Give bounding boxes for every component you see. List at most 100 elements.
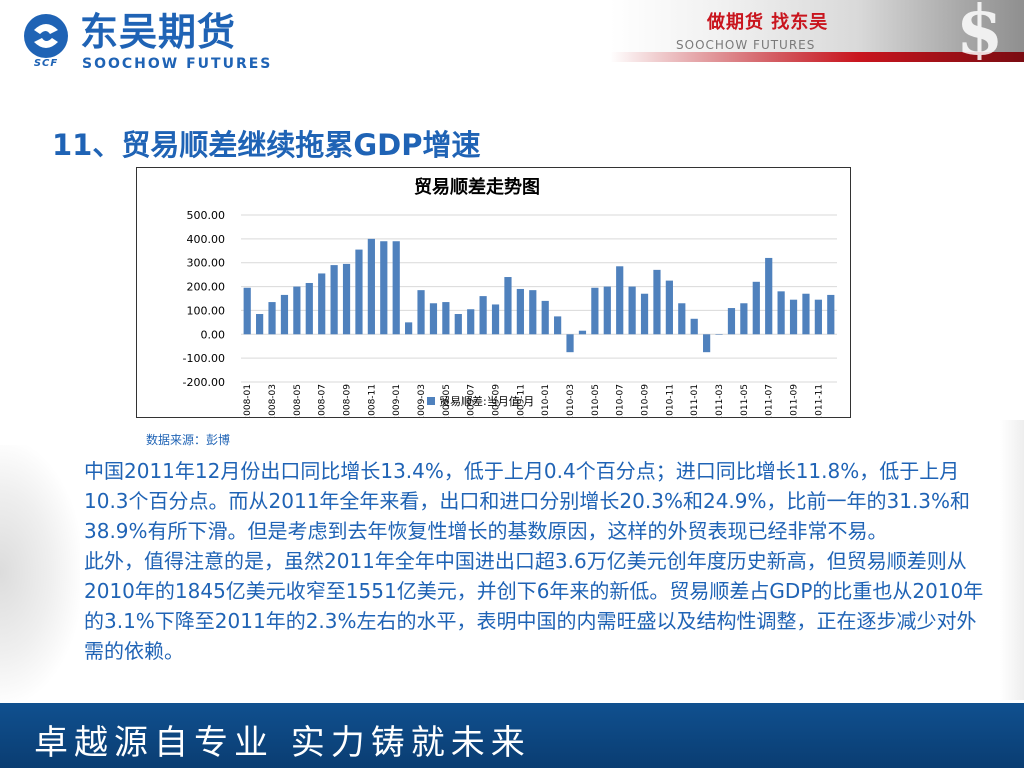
bar-2009-03 <box>417 290 425 335</box>
bar-2011-07 <box>765 257 773 335</box>
bar-2008-10 <box>355 249 363 335</box>
bar-2008-04 <box>280 294 289 335</box>
x-tick-label: 2008-11 <box>367 384 377 417</box>
x-tick-label: 2011-01 <box>690 384 700 417</box>
soochow-logo-icon <box>24 14 68 58</box>
bar-2008-06 <box>305 282 313 335</box>
header-banner <box>610 0 1024 62</box>
y-tick-label: -100.00 <box>183 352 225 365</box>
x-tick-label: 2011-07 <box>765 384 775 417</box>
legend-swatch <box>427 397 435 405</box>
bar-2008-07 <box>318 273 326 335</box>
bar-2009-04 <box>429 303 438 335</box>
bar-2010-11 <box>665 280 673 335</box>
bar-2009-01 <box>392 241 400 335</box>
bar-2009-07 <box>467 309 475 335</box>
x-tick-label: 2009-07 <box>467 384 477 417</box>
y-tick-label: 0.00 <box>201 328 226 341</box>
x-tick-label: 2010-05 <box>591 384 601 417</box>
logo-text-en: SOOCHOW FUTURES <box>82 56 273 72</box>
currency-symbol-icon: $ <box>956 0 1003 60</box>
bar-2010-10 <box>653 269 661 335</box>
bar-2008-02 <box>256 314 264 335</box>
banner-slogan: 做期货 找东吴 <box>707 12 829 33</box>
x-tick-label: 2009-05 <box>442 384 452 417</box>
bar-2008-11 <box>367 238 375 335</box>
bar-2010-07 <box>616 266 624 335</box>
bar-2009-02 <box>405 322 413 335</box>
banner-text-en: SOOCHOW FUTURES <box>676 38 816 52</box>
bar-2009-11 <box>516 288 524 335</box>
bar-2011-10 <box>802 293 810 335</box>
bar-2011-04 <box>727 308 736 335</box>
trade-surplus-chart: 贸易顺差走势图 500.00 400.00 300.00 200.00 100.00 0.… <box>136 167 851 418</box>
x-tick-label: 2011-11 <box>814 384 824 417</box>
svg-text:$: $ <box>956 0 1003 60</box>
bar-2008-12 <box>380 241 388 335</box>
x-tick-label: 2010-11 <box>665 384 675 417</box>
bar-2008-01 <box>243 287 251 335</box>
y-tick-label: 200.00 <box>187 281 226 294</box>
bar-2009-09 <box>491 304 500 335</box>
x-tick-label: 2010-09 <box>641 384 651 417</box>
decorative-background-left <box>0 445 80 700</box>
footer-slogan: 卓越源自专业 实力铸就未来 <box>34 723 531 763</box>
bar-2011-08 <box>777 291 785 335</box>
chart-title: 贸易顺差走势图 <box>414 176 540 198</box>
x-tick-label: 2010-03 <box>566 384 576 417</box>
bar-2011-03 <box>715 334 723 335</box>
bar-2010-04 <box>578 330 587 335</box>
header-banner-stripe <box>610 52 1024 62</box>
logo-text-cn: 东吴期货 <box>80 10 237 54</box>
x-tick-label: 2010-01 <box>541 384 551 417</box>
x-tick-label: 2011-03 <box>715 384 725 417</box>
x-tick-label: 2008-03 <box>268 384 278 417</box>
x-tick-label: 2009-09 <box>492 384 502 417</box>
y-tick-label: 500.00 <box>187 209 226 222</box>
bar-2010-12 <box>678 303 686 335</box>
bar-2009-08 <box>479 296 487 335</box>
bar-2011-12 <box>827 294 835 335</box>
bar-2010-01 <box>541 300 549 335</box>
bar-2009-05 <box>442 302 450 335</box>
bar-2008-03 <box>268 302 276 335</box>
bar-2008-08 <box>330 265 338 335</box>
x-tick-label: 2008-05 <box>293 384 303 417</box>
logo-abbr: SCF <box>33 58 59 69</box>
x-tick-label: 2011-09 <box>790 384 800 417</box>
bar-2010-06 <box>603 286 611 335</box>
bar-2010-09 <box>640 293 649 335</box>
legend-label: 贸易顺差:当月值 月 <box>439 394 534 408</box>
bar-2011-11 <box>814 299 822 335</box>
paragraph-surplus: 此外，值得注意的是，虽然2011年全年中国进出口超3.6万亿美元创年度历史新高，… <box>84 549 984 663</box>
chart-legend: 贸易顺差:当月值 月 <box>427 394 534 408</box>
bar-2011-02 <box>703 334 711 353</box>
x-tick-label: 2011-05 <box>740 384 750 417</box>
chart-canvas: 贸易顺差走势图 500.00 400.00 300.00 200.00 100.00 0.… <box>183 176 837 417</box>
x-tick-label: 2008-09 <box>343 384 353 417</box>
data-source: 数据来源：彭博 <box>146 433 231 447</box>
x-tick-label: 2010-07 <box>616 384 626 417</box>
footer: 卓越源自专业 实力铸就未来 <box>0 703 1024 768</box>
bar-2009-06 <box>454 314 462 335</box>
paragraph-exports: 中国2011年12月份出口同比增长13.4%，低于上月0.4个百分点；进口同比增… <box>84 459 971 543</box>
y-tick-label: 100.00 <box>187 304 226 317</box>
bar-2010-05 <box>591 287 599 335</box>
x-tick-label: 2008-01 <box>243 384 253 417</box>
bar-2011-01 <box>690 318 698 335</box>
bar-2009-12 <box>529 290 537 335</box>
header: SCF 东吴期货 SOOCHOW FUTURES 做期货 找东吴 SOOCHOW… <box>0 0 1024 80</box>
body-text: 中国2011年12月份出口同比增长13.4%，低于上月0.4个百分点；进口同比增… <box>84 456 984 666</box>
x-tick-label: 2009-01 <box>392 384 402 417</box>
bar-2011-05 <box>740 303 748 335</box>
decorative-background-right <box>1000 420 1024 700</box>
bar-2008-09 <box>342 263 351 335</box>
x-tick-label: 2009-11 <box>516 384 526 417</box>
bar-2008-05 <box>293 286 301 335</box>
y-tick-label: -200.00 <box>183 376 225 389</box>
y-tick-label: 400.00 <box>187 233 226 246</box>
bar-2011-09 <box>789 299 798 335</box>
bar-2009-10 <box>504 277 512 335</box>
bar-2010-02 <box>554 316 562 335</box>
y-tick-label: 300.00 <box>187 257 226 270</box>
